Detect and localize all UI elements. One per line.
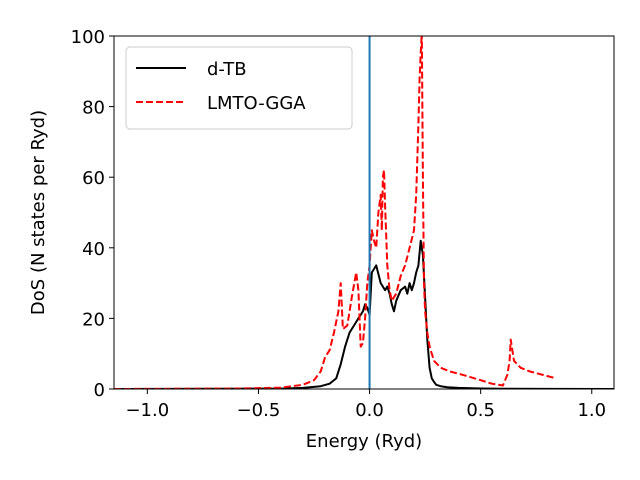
x-axis-label: Energy (Ryd) [306,431,422,452]
x-tick-label: −0.5 [237,400,281,421]
legend-label-d-tb: d-TB [207,59,247,80]
x-tick-label: 0.5 [466,400,495,421]
x-tick-label: 1.0 [577,400,606,421]
y-tick-label: 0 [94,380,105,401]
series-line-lmto-gga [114,36,557,389]
x-tick-label: 0.0 [355,400,384,421]
legend-label-lmto-gga: LMTO-GGA [207,93,306,114]
y-tick-label: 40 [82,239,105,260]
y-tick-label: 80 [82,98,105,119]
y-tick-label: 20 [82,309,105,330]
x-tick-label: −1.0 [125,400,169,421]
legend: d-TB LMTO-GGA [125,46,353,130]
series-line-d-tb [114,239,614,389]
y-tick-label: 100 [71,27,105,48]
plot-frame [113,35,615,390]
y-axis-label: DoS (N states per Ryd) [28,110,49,315]
y-tick-label: 60 [82,168,105,189]
